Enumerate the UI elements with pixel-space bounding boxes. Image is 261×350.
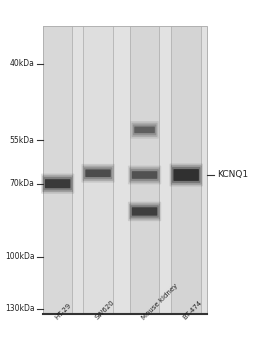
Text: 40kDa: 40kDa <box>10 60 34 68</box>
FancyBboxPatch shape <box>132 207 157 216</box>
FancyBboxPatch shape <box>130 205 159 218</box>
FancyBboxPatch shape <box>83 166 114 181</box>
FancyBboxPatch shape <box>174 169 199 181</box>
FancyBboxPatch shape <box>132 171 157 179</box>
FancyBboxPatch shape <box>133 125 156 135</box>
Text: BT-474: BT-474 <box>182 300 203 321</box>
FancyBboxPatch shape <box>132 123 158 137</box>
Text: 55kDa: 55kDa <box>10 136 34 145</box>
FancyBboxPatch shape <box>129 203 160 219</box>
FancyBboxPatch shape <box>128 166 161 184</box>
Text: 70kDa: 70kDa <box>10 179 34 188</box>
FancyBboxPatch shape <box>42 175 73 192</box>
FancyBboxPatch shape <box>84 167 112 179</box>
FancyBboxPatch shape <box>171 165 201 185</box>
FancyBboxPatch shape <box>134 127 155 133</box>
Bar <box>130 26 159 314</box>
Text: KCNQ1: KCNQ1 <box>217 170 248 180</box>
FancyBboxPatch shape <box>129 167 160 183</box>
Text: 130kDa: 130kDa <box>5 304 34 313</box>
FancyBboxPatch shape <box>130 121 159 139</box>
Bar <box>43 26 72 314</box>
FancyBboxPatch shape <box>128 202 161 221</box>
Text: SW620: SW620 <box>94 299 115 321</box>
FancyBboxPatch shape <box>130 169 159 181</box>
FancyBboxPatch shape <box>45 179 70 188</box>
Bar <box>171 26 201 314</box>
FancyBboxPatch shape <box>81 164 115 183</box>
FancyBboxPatch shape <box>172 167 200 183</box>
Text: HT-29: HT-29 <box>54 302 72 321</box>
FancyBboxPatch shape <box>85 169 111 177</box>
Bar <box>83 26 113 314</box>
FancyBboxPatch shape <box>44 177 72 190</box>
Text: Mouse kidney: Mouse kidney <box>140 282 179 321</box>
FancyBboxPatch shape <box>41 174 74 194</box>
FancyBboxPatch shape <box>170 163 203 187</box>
Bar <box>43 26 207 314</box>
Text: 100kDa: 100kDa <box>5 252 34 261</box>
